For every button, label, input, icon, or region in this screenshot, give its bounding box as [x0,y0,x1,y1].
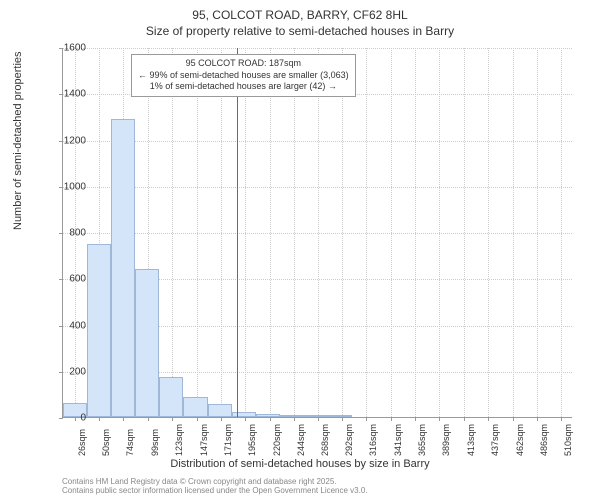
x-axis-label: Distribution of semi-detached houses by … [0,458,600,470]
x-tick-label: 268sqm [320,424,330,456]
histogram-bar [111,119,135,417]
y-tick-label: 200 [56,366,86,377]
x-tick-label: 50sqm [101,429,111,456]
annotation-line3: 1% of semi-detached houses are larger (4… [138,81,349,93]
x-tick-label: 123sqm [174,424,184,456]
y-tick-label: 400 [56,320,86,331]
y-tick-label: 1600 [56,43,86,54]
histogram-bar [232,412,256,417]
footer-line1: Contains HM Land Registry data © Crown c… [62,477,368,487]
annotation-line2: ← 99% of semi-detached houses are smalle… [138,70,349,82]
x-tick-label: 195sqm [247,424,257,456]
x-tick-label: 486sqm [539,424,549,456]
histogram-bar [208,404,232,417]
footer-line2: Contains public sector information licen… [62,486,368,496]
annotation-box: 95 COLCOT ROAD: 187sqm ← 99% of semi-det… [131,54,356,97]
y-tick-label: 0 [56,413,86,424]
x-tick-label: 99sqm [150,429,160,456]
chart-title-main: 95, COLCOT ROAD, BARRY, CF62 8HL [0,8,600,22]
histogram-bar [328,415,352,417]
x-tick-label: 74sqm [125,429,135,456]
x-tick-label: 462sqm [515,424,525,456]
annotation-line1: 95 COLCOT ROAD: 187sqm [138,58,349,70]
x-tick-label: 171sqm [223,424,233,456]
histogram-bar [183,397,207,417]
x-tick-label: 413sqm [466,424,476,456]
x-tick-label: 26sqm [77,429,87,456]
x-tick-label: 510sqm [563,424,573,456]
histogram-bar [280,415,304,417]
x-tick-label: 220sqm [272,424,282,456]
histogram-bar [304,415,328,417]
histogram-bar [256,414,280,417]
x-tick-label: 341sqm [393,424,403,456]
histogram-bar [87,244,111,417]
marker-line [237,48,238,417]
plot-area: 95 COLCOT ROAD: 187sqm ← 99% of semi-det… [62,48,572,418]
y-axis-label: Number of semi-detached properties [12,51,24,230]
x-tick-label: 365sqm [417,424,427,456]
x-tick-label: 389sqm [441,424,451,456]
x-tick-label: 147sqm [199,424,209,456]
footer-text: Contains HM Land Registry data © Crown c… [62,477,368,496]
chart-title-sub: Size of property relative to semi-detach… [0,24,600,38]
x-tick-label: 437sqm [490,424,500,456]
histogram-bar [159,377,183,417]
chart-container: 95, COLCOT ROAD, BARRY, CF62 8HL Size of… [0,0,600,500]
y-tick-label: 1400 [56,89,86,100]
x-tick-label: 244sqm [296,424,306,456]
y-tick-label: 800 [56,228,86,239]
y-tick-label: 1200 [56,135,86,146]
x-tick-label: 316sqm [368,424,378,456]
histogram-bar [135,269,159,417]
y-tick-label: 1000 [56,181,86,192]
y-tick-label: 600 [56,274,86,285]
x-tick-label: 292sqm [344,424,354,456]
